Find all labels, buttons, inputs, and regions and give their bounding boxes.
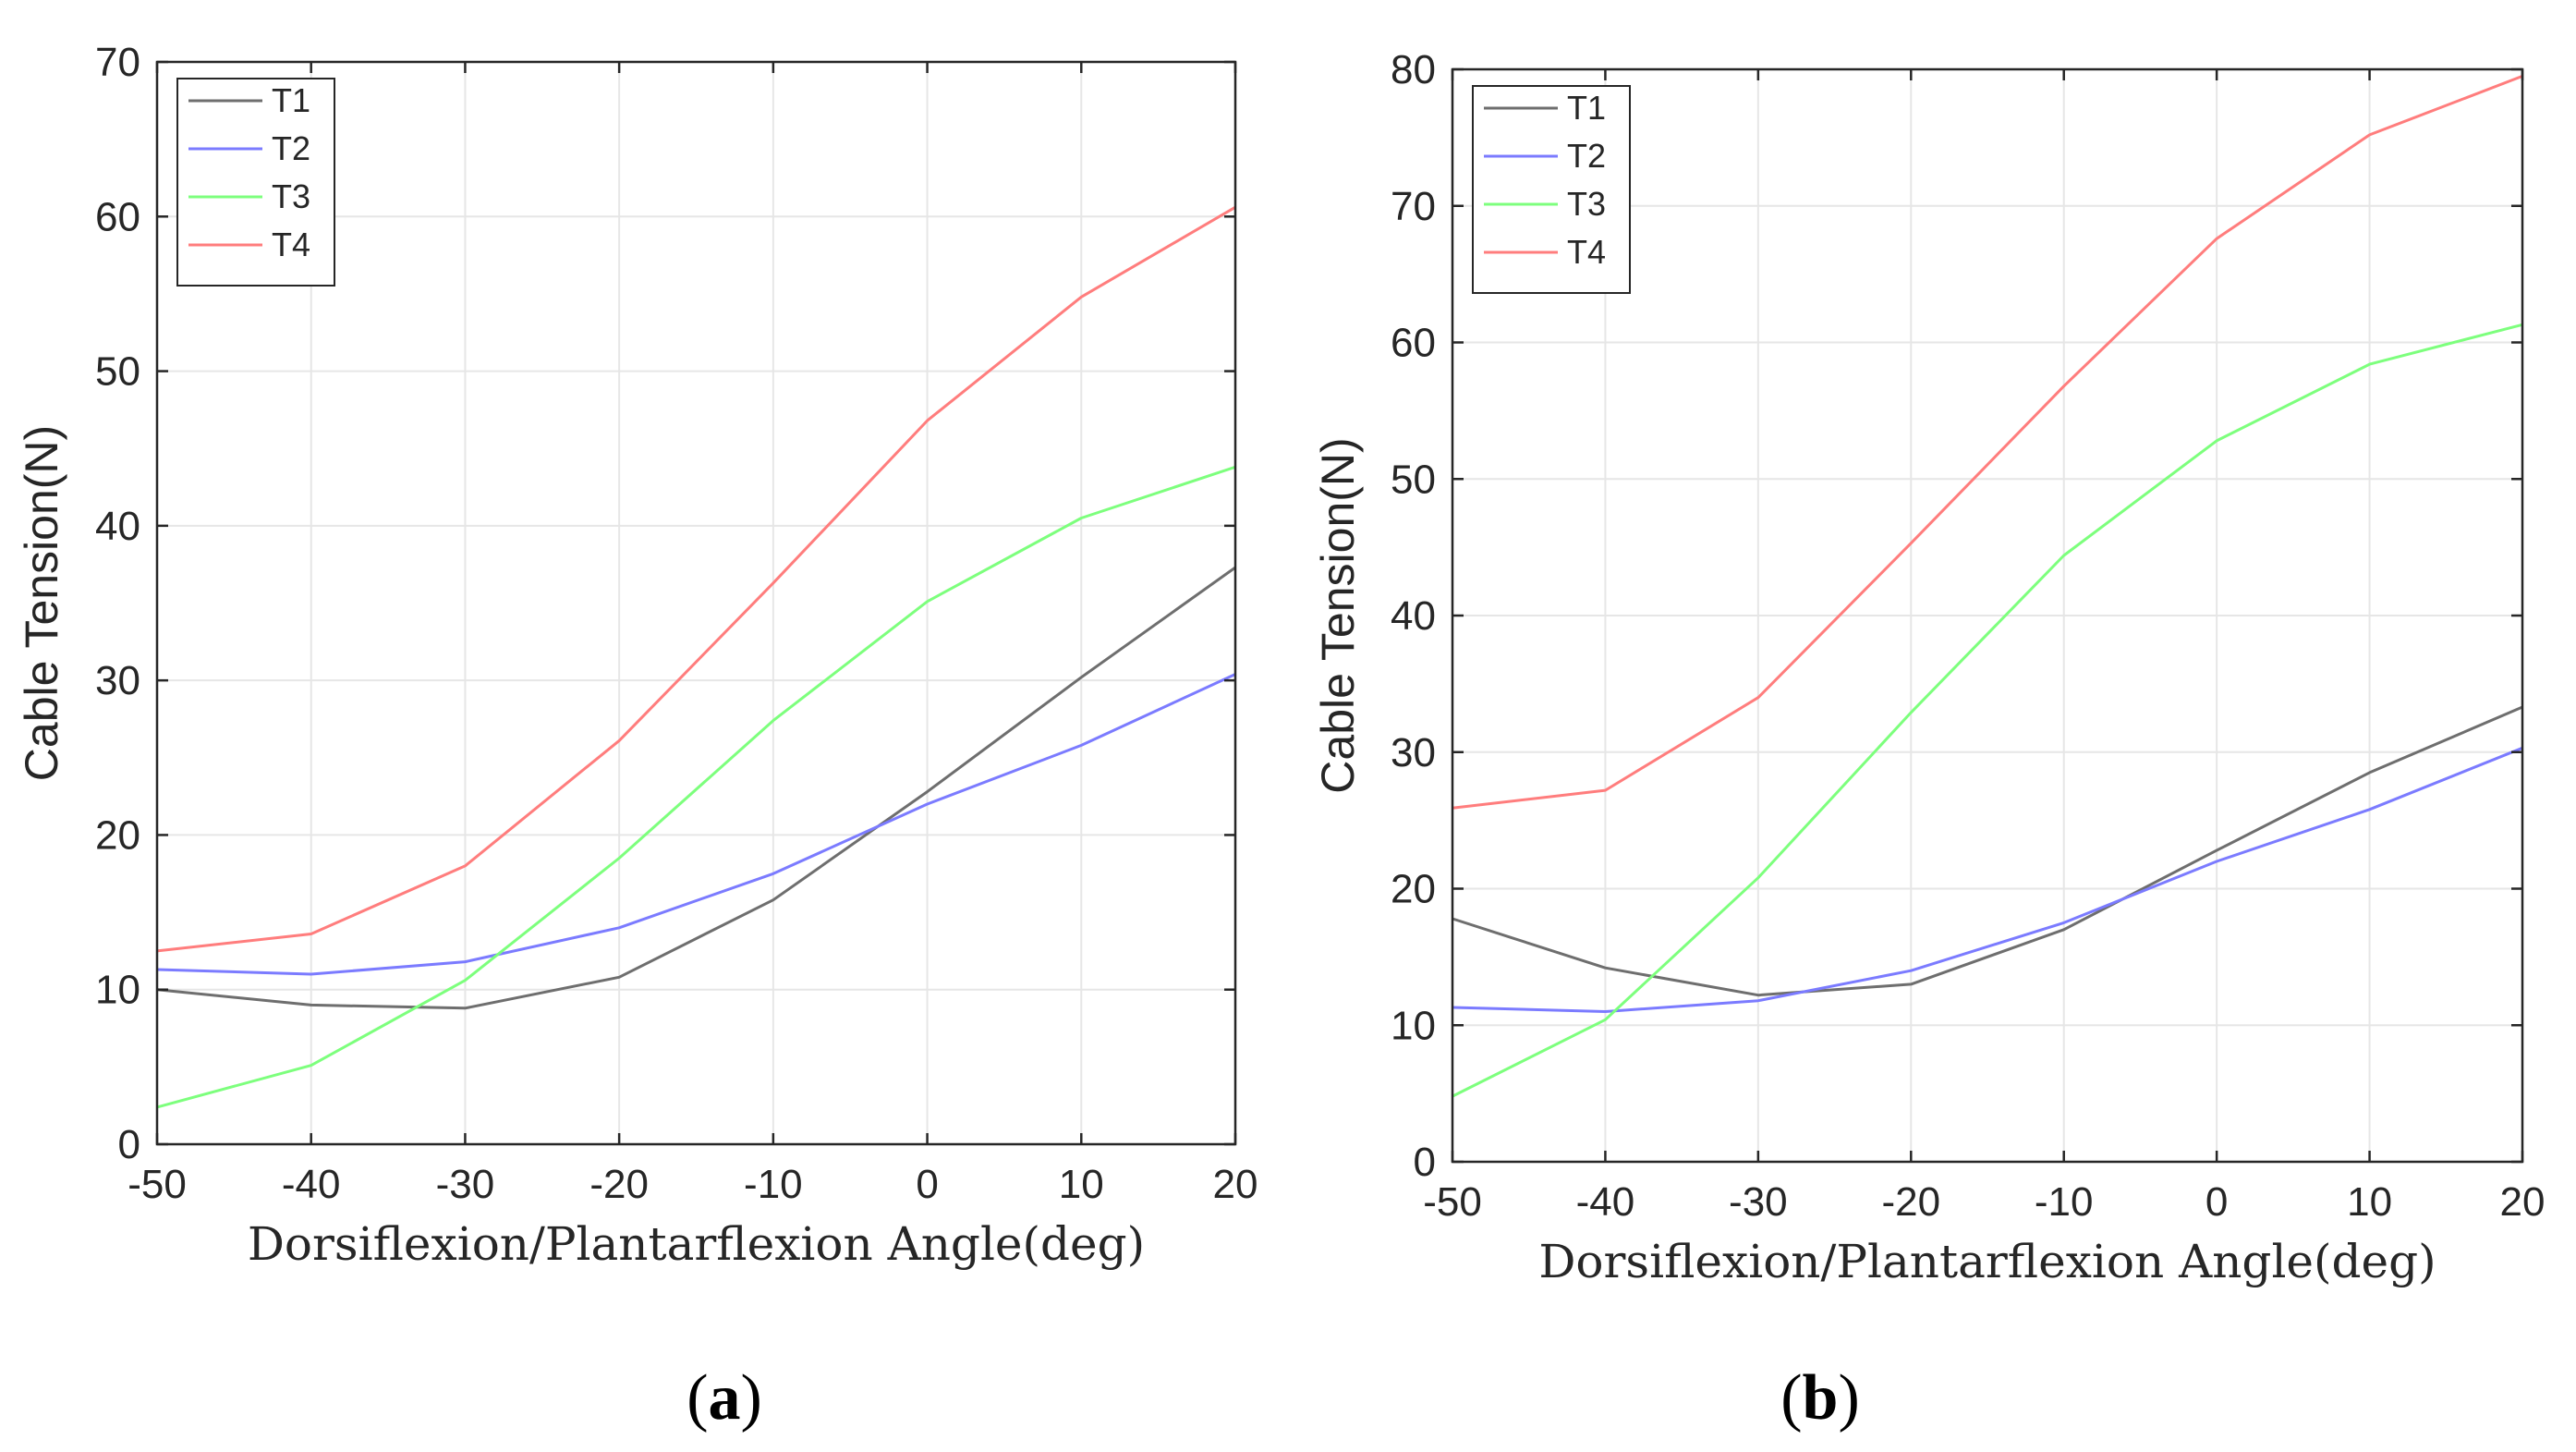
x-tick-label-a: -10 [744, 1162, 803, 1207]
x-tick-label-a: -40 [282, 1162, 341, 1207]
y-axis-label-b: Cable Tension(N) [1312, 437, 1364, 793]
x-tick-label-a: 0 [916, 1162, 938, 1207]
series-line-b-t4 [1452, 74, 2523, 810]
y-tick-label-b: 0 [1414, 1140, 1436, 1185]
series-line-b-t1 [1452, 705, 2523, 997]
y-tick-label-b: 10 [1391, 1003, 1436, 1048]
legend-label-a-t1: T1 [272, 81, 310, 119]
chart-panel-a: -50 -40 -30 -20 -10 0 10 20 0 10 20 30 40 50 60 70 Cable… [16, 40, 1258, 1271]
panel-b-label: (b) [1780, 1362, 1860, 1434]
x-axis-label-b: Dorsiflexion/Plantarflexion Angle(deg) [1538, 1235, 2436, 1288]
axes-box-a [155, 60, 1237, 1146]
y-tick-label-b: 40 [1391, 593, 1436, 639]
chart-panel-b: -50 -40 -30 -20 -10 0 10 20 0 10 20 30 40 50 60 70 80 Cab… [1312, 47, 2545, 1288]
x-tick-label-a: 20 [1213, 1162, 1258, 1207]
legend-label-b-t3: T3 [1567, 185, 1606, 223]
x-tick-label-a: 10 [1059, 1162, 1104, 1207]
y-tick-label-a: 60 [95, 194, 140, 239]
plot-area-a [157, 62, 1235, 1144]
y-tick-label-a: 0 [118, 1122, 140, 1167]
y-tick-label-a: 20 [95, 812, 140, 858]
x-tick-label-a: -50 [128, 1162, 187, 1207]
y-tick-label-b: 60 [1391, 321, 1436, 366]
y-tick-label-a: 30 [95, 658, 140, 703]
legend-label-a-t2: T2 [272, 129, 310, 167]
y-tick-label-b: 80 [1391, 47, 1436, 92]
y-tick-label-a: 10 [95, 968, 140, 1013]
x-tick-label-b: -50 [1423, 1179, 1482, 1225]
series-line-a-t1 [156, 566, 1236, 1010]
y-tick-label-a: 40 [95, 504, 140, 549]
x-tick-label-b: -20 [1881, 1179, 1940, 1225]
x-tick-label-a: -20 [589, 1162, 649, 1207]
series-line-a-t3 [156, 465, 1236, 1109]
y-tick-label-b: 30 [1391, 730, 1436, 775]
legend-label-b-t1: T1 [1567, 89, 1606, 127]
panel-a-label: (a) [687, 1362, 762, 1434]
legend-label-a-t4: T4 [272, 226, 310, 263]
legend-box-b [1472, 85, 1631, 294]
x-tick-label-b: 20 [2500, 1179, 2546, 1225]
x-axis-label-a: Dorsiflexion/Plantarflexion Angle(deg) [248, 1217, 1145, 1271]
panel-a-letter: a [709, 1362, 741, 1434]
legend-label-b-t2: T2 [1567, 137, 1606, 175]
x-tick-label-a: -30 [436, 1162, 495, 1207]
y-tick-label-a: 70 [95, 40, 140, 85]
x-tick-label-b: -10 [2035, 1179, 2094, 1225]
y-tick-label-b: 70 [1391, 184, 1436, 229]
x-tick-label-b: 10 [2347, 1179, 2392, 1225]
series-line-a-t4 [156, 205, 1236, 953]
legend-label-a-t3: T3 [272, 177, 310, 215]
y-tick-label-a: 50 [95, 349, 140, 395]
series-line-b-t2 [1452, 746, 2523, 1013]
y-tick-label-b: 50 [1391, 457, 1436, 502]
y-tick-label-b: 20 [1391, 867, 1436, 912]
panel-b-letter: b [1803, 1362, 1839, 1434]
legend-label-b-t4: T4 [1567, 233, 1606, 271]
legend-box-a [176, 78, 335, 287]
legend-a: T1 T2 T3 T4 [176, 78, 335, 287]
y-axis-label-a: Cable Tension(N) [16, 425, 67, 781]
series-line-b-t3 [1452, 323, 2523, 1098]
legend-b: T1 T2 T3 T4 [1472, 85, 1631, 294]
x-tick-label-b: -30 [1729, 1179, 1788, 1225]
x-tick-label-b: 0 [2205, 1179, 2228, 1225]
x-tick-label-b: -40 [1576, 1179, 1635, 1225]
series-line-a-t2 [156, 673, 1236, 976]
